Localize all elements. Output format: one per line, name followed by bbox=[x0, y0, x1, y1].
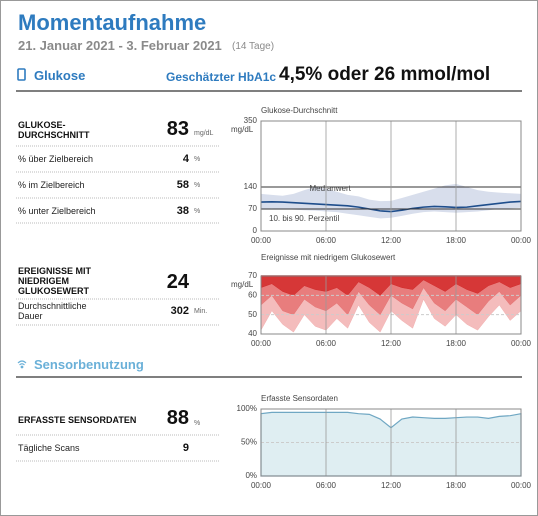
wifi-icon bbox=[17, 360, 27, 369]
row-unit: % bbox=[194, 182, 201, 189]
x-tick-label: 00:00 bbox=[511, 339, 532, 348]
section-heading: Glukose bbox=[34, 68, 86, 83]
y-tick-label: 0% bbox=[245, 471, 257, 480]
y-tick-label: 70 bbox=[248, 204, 257, 213]
row-unit: % bbox=[194, 208, 201, 215]
stat-label: ERFASSTE SENSORDATEN bbox=[18, 415, 137, 425]
stat-unit: % bbox=[194, 420, 201, 427]
hba1c-label: Geschätzter HbA1c bbox=[166, 70, 277, 84]
row-value: 9 bbox=[182, 442, 189, 454]
row-label: Tägliche Scans bbox=[18, 443, 80, 453]
section-heading: Sensorbenutzung bbox=[34, 357, 144, 372]
row-value: 38 bbox=[176, 205, 189, 217]
x-tick-label: 12:00 bbox=[381, 236, 402, 245]
x-tick-label: 18:00 bbox=[446, 481, 467, 490]
row-value: 4 bbox=[182, 153, 189, 165]
stat-label: GLUKOSE-DURCHSCHNITT bbox=[18, 120, 90, 140]
x-tick-label: 12:00 bbox=[381, 481, 402, 490]
y-tick-label: 50% bbox=[241, 438, 257, 447]
x-tick-label: 06:00 bbox=[316, 236, 337, 245]
y-tick-label: 140 bbox=[244, 182, 258, 191]
stat-value: 83 bbox=[166, 118, 189, 140]
stat-unit: mg/dL bbox=[194, 130, 214, 137]
hba1c-value: 4,5% oder 26 mmol/mol bbox=[279, 64, 491, 85]
title: Momentaufnahme bbox=[18, 10, 207, 35]
median-label: Medianwert bbox=[310, 184, 352, 193]
row-value: 302 bbox=[170, 305, 189, 317]
stat-label: EREIGNISSE MIT NIEDRIGEM GLUKOSEWERT bbox=[18, 266, 92, 296]
x-tick-label: 06:00 bbox=[316, 481, 337, 490]
x-tick-label: 12:00 bbox=[381, 339, 402, 348]
row-label: % im Zielbereich bbox=[18, 180, 85, 190]
y-axis-label: mg/dL bbox=[231, 125, 254, 134]
x-tick-label: 00:00 bbox=[251, 481, 272, 490]
days: (14 Tage) bbox=[232, 41, 275, 52]
x-tick-label: 00:00 bbox=[511, 481, 532, 490]
y-tick-label: 60 bbox=[248, 290, 257, 299]
y-tick-label: 100% bbox=[237, 404, 257, 413]
row-label: Durchschnittliche Dauer bbox=[18, 301, 87, 321]
chart-title: Erfasste Sensordaten bbox=[261, 394, 338, 403]
band-label: 10. bis 90. Perzentil bbox=[269, 214, 339, 223]
date-range: 21. Januar 2021 - 3. Februar 2021 bbox=[18, 38, 222, 53]
plot-frame bbox=[260, 120, 522, 232]
x-tick-label: 00:00 bbox=[251, 339, 272, 348]
y-axis-label: mg/dL bbox=[231, 280, 254, 289]
plot-frame bbox=[260, 275, 522, 335]
stat-value: 88 bbox=[166, 407, 189, 429]
row-value: 58 bbox=[176, 179, 189, 191]
row-unit: % bbox=[194, 156, 201, 163]
row-label: % über Zielbereich bbox=[18, 154, 94, 164]
x-tick-label: 00:00 bbox=[511, 236, 532, 245]
phone-icon bbox=[17, 68, 26, 81]
row-label: % unter Zielbereich bbox=[18, 206, 96, 216]
chart-title: Ereignisse mit niedrigem Glukosewert bbox=[261, 253, 396, 262]
x-tick-label: 18:00 bbox=[446, 236, 467, 245]
y-tick-label: 40 bbox=[248, 329, 257, 338]
x-tick-label: 18:00 bbox=[446, 339, 467, 348]
y-tick-label: 70 bbox=[248, 271, 257, 280]
chart-title: Glukose-Durchschnitt bbox=[261, 106, 338, 115]
y-tick-label: 0 bbox=[253, 226, 258, 235]
x-tick-label: 06:00 bbox=[316, 339, 337, 348]
stat-value: 24 bbox=[166, 271, 189, 293]
x-tick-label: 00:00 bbox=[251, 236, 272, 245]
row-unit: Min. bbox=[194, 308, 208, 315]
y-tick-label: 350 bbox=[244, 116, 258, 125]
plot-frame bbox=[260, 408, 522, 477]
y-tick-label: 50 bbox=[248, 310, 257, 319]
